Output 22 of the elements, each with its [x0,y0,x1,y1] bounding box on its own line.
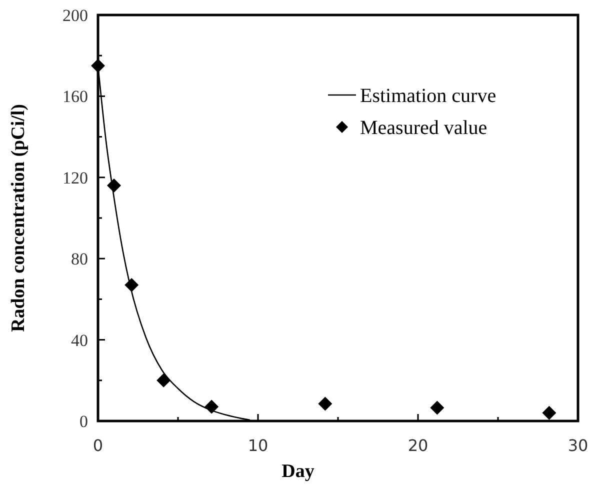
x-tick-label: 30 [568,436,588,455]
legend-label: Measured value [360,117,488,139]
point [318,396,332,411]
y-axis-title: Radon concentration (pCi/l) [8,104,29,332]
x-tick-label: 20 [408,436,428,455]
point [156,373,171,388]
y-tick-label: 0 [80,412,88,431]
y-tick-label: 120 [62,168,88,188]
point [91,58,105,73]
x-tick-label: 10 [248,436,268,455]
point [124,278,139,292]
x-axis-title: Day [282,461,315,482]
y-tick-label: 80 [71,250,88,269]
point [107,178,121,193]
point [430,400,444,415]
point [204,400,219,414]
legend-label: Estimation curve [360,85,496,107]
y-tick-label: 40 [71,330,88,350]
y-tick-label: 160 [62,87,88,106]
y-tick-label: 200 [62,6,88,25]
point [542,406,556,420]
x-tick-label: 0 [92,436,104,455]
